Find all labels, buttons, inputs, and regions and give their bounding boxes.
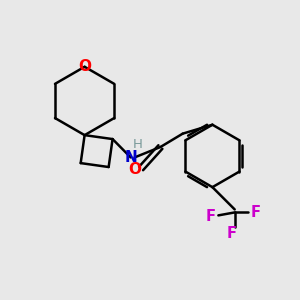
Text: F: F (250, 205, 260, 220)
Text: F: F (227, 226, 237, 241)
Text: O: O (78, 59, 91, 74)
Text: O: O (128, 162, 141, 177)
Text: H: H (132, 138, 142, 152)
Text: F: F (206, 209, 216, 224)
Text: N: N (124, 150, 137, 165)
